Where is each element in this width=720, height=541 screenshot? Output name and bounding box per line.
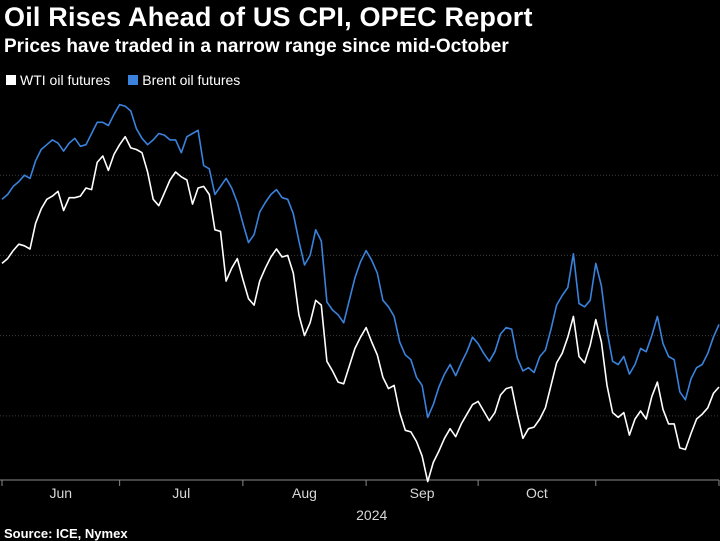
legend-label-wti: WTI oil futures (20, 72, 111, 88)
x-tick-label-jun: Jun (50, 485, 73, 501)
x-tick-label-sep: Sep (410, 485, 435, 501)
chart-subtitle: Prices have traded in a narrow range sin… (4, 36, 509, 57)
x-tick-label-jul: Jul (172, 485, 190, 501)
series-line-brent (1, 103, 720, 419)
legend-label-brent: Brent oil futures (142, 72, 241, 88)
x-tick-label-aug: Aug (292, 485, 317, 501)
series-line-wti (1, 135, 720, 483)
source-note: Source: ICE, Nymex (4, 526, 128, 541)
legend-swatch-brent (128, 75, 139, 85)
legend-item-brent: Brent oil futures (128, 72, 240, 88)
x-tick-label-oct: Oct (526, 485, 548, 501)
legend: WTI oil futures Brent oil futures (6, 72, 240, 88)
legend-item-wti: WTI oil futures (6, 72, 110, 88)
legend-swatch-wti (6, 75, 16, 85)
x-year-label: 2024 (356, 507, 387, 523)
chart-title: Oil Rises Ahead of US CPI, OPEC Report (4, 2, 533, 32)
